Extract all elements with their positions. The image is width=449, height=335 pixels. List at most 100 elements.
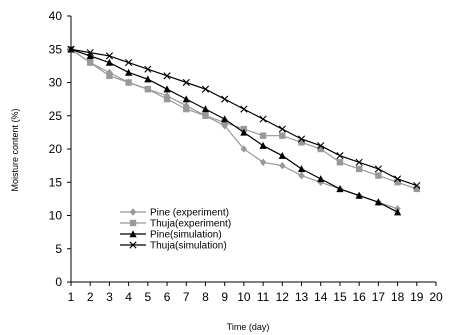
- series-line: [70, 48, 398, 210]
- data-point: [221, 119, 228, 126]
- x-tick-label: 20: [429, 290, 443, 304]
- chart-legend: Pine (experiment)Thuja(experiment)Pine(s…: [120, 208, 231, 252]
- series-line: [70, 48, 417, 190]
- data-point: [240, 105, 248, 113]
- data-point: [317, 145, 324, 153]
- data-point: [163, 85, 171, 93]
- legend-entry: Thuja(simulation): [120, 241, 227, 252]
- data-point: [336, 159, 344, 166]
- data-point: [355, 191, 363, 199]
- data-point: [297, 165, 306, 173]
- data-point: [105, 58, 114, 66]
- legend-label: Pine(simulation): [150, 230, 222, 241]
- y-tick-label: 25: [49, 109, 63, 123]
- legend-label: Pine (experiment): [150, 208, 229, 219]
- legend-entry: Pine (experiment): [120, 208, 229, 219]
- y-tick-label: 35: [49, 42, 63, 56]
- legend-entry: Pine(simulation): [120, 230, 222, 241]
- data-point: [259, 115, 267, 123]
- series-pine-simulation: [67, 45, 402, 216]
- legend-label: Thuja(simulation): [150, 241, 227, 252]
- x-tick-label: 5: [144, 290, 151, 304]
- data-point: [86, 52, 94, 60]
- data-point: [279, 161, 286, 170]
- data-point: [278, 151, 286, 159]
- y-axis-title: Moisture content (%): [10, 108, 20, 191]
- data-point: [163, 72, 171, 80]
- data-point: [67, 45, 75, 53]
- legend-marker: [129, 219, 137, 227]
- x-tick-label: 7: [183, 290, 190, 304]
- x-tick-label: 18: [391, 290, 405, 304]
- x-tick-label: 9: [221, 290, 228, 304]
- data-point: [144, 75, 152, 83]
- y-tick-label: 15: [49, 175, 63, 189]
- legend-entry: Thuja(experiment): [120, 219, 231, 230]
- data-point: [86, 48, 94, 57]
- legend-marker: [129, 208, 137, 216]
- data-point: [201, 85, 210, 93]
- x-tick-label: 17: [372, 290, 386, 304]
- x-tick-label: 6: [164, 290, 171, 304]
- data-point: [278, 125, 286, 133]
- data-point: [240, 145, 248, 153]
- data-point: [298, 171, 305, 180]
- data-point: [413, 185, 420, 193]
- data-point: [105, 52, 114, 60]
- data-point: [259, 141, 267, 149]
- data-point: [374, 198, 382, 206]
- data-point: [87, 59, 94, 66]
- series-pine-experiment: [67, 45, 401, 213]
- data-point: [201, 105, 210, 113]
- legend-marker: [129, 241, 137, 249]
- x-tick-label: 1: [68, 290, 75, 304]
- data-point: [183, 105, 190, 113]
- data-point: [240, 128, 248, 136]
- data-point: [279, 132, 286, 139]
- x-tick-label: 2: [87, 290, 94, 304]
- data-point: [182, 78, 190, 87]
- x-tick-label: 8: [202, 290, 209, 304]
- data-point: [221, 95, 229, 103]
- data-point: [259, 132, 267, 139]
- data-point: [374, 165, 382, 173]
- data-point: [375, 172, 382, 179]
- data-point: [355, 158, 363, 166]
- y-tick-label: 0: [55, 275, 62, 289]
- data-point: [298, 139, 305, 146]
- chart-series-layer: [67, 45, 421, 216]
- x-tick-label: 13: [295, 290, 309, 304]
- legend-marker: [129, 230, 137, 238]
- data-point: [182, 95, 190, 103]
- x-tick-label: 4: [125, 290, 132, 304]
- data-point: [125, 58, 133, 67]
- data-point: [393, 208, 402, 216]
- x-tick-label: 14: [314, 290, 328, 304]
- data-point: [221, 115, 229, 123]
- data-point: [259, 158, 267, 167]
- y-tick-label: 20: [49, 142, 63, 156]
- data-point: [413, 181, 421, 190]
- data-point: [394, 179, 401, 186]
- x-tick-label: 11: [257, 290, 270, 304]
- data-point: [163, 95, 171, 103]
- data-point: [336, 185, 344, 193]
- y-tick-label: 10: [49, 209, 63, 223]
- data-point: [355, 165, 363, 173]
- x-tick-label: 3: [106, 290, 113, 304]
- data-point: [202, 112, 209, 119]
- series-thuja-simulation: [67, 45, 421, 190]
- legend-label: Thuja(experiment): [150, 219, 231, 230]
- y-tick-label: 40: [49, 9, 63, 23]
- x-tick-label: 10: [237, 290, 251, 304]
- data-point: [125, 68, 133, 76]
- data-point: [125, 79, 132, 86]
- series-line: [70, 48, 398, 213]
- x-tick-label: 16: [352, 290, 366, 304]
- x-tick-label: 15: [333, 290, 347, 304]
- data-point: [106, 72, 113, 80]
- data-point: [297, 135, 306, 143]
- y-tick-label: 30: [49, 76, 63, 90]
